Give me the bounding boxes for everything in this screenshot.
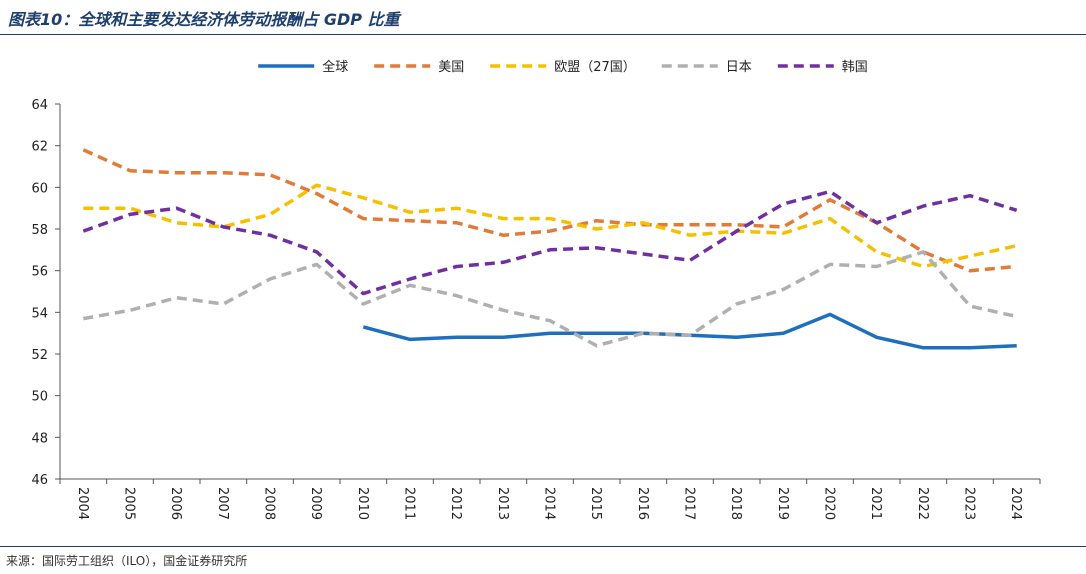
x-tick-label: 2012 bbox=[448, 487, 463, 520]
legend-label: 全球 bbox=[322, 59, 348, 75]
legend-item-0: 全球 bbox=[258, 59, 348, 75]
chart-legend: 全球 美国 欧盟（27国） 日本 韩国 bbox=[258, 59, 868, 75]
x-tick-label: 2006 bbox=[168, 487, 183, 520]
series-line-3 bbox=[82, 250, 1018, 348]
legend-label: 美国 bbox=[438, 60, 464, 75]
chart-series bbox=[82, 148, 1018, 350]
source-divider bbox=[0, 546, 1086, 547]
x-tick-label: 2007 bbox=[215, 487, 230, 520]
legend-item-4: 韩国 bbox=[777, 60, 868, 75]
x-tick-label: 2009 bbox=[308, 487, 323, 520]
x-tick-label: 2011 bbox=[401, 487, 416, 520]
legend-label: 欧盟（27国） bbox=[554, 60, 636, 75]
x-tick-label: 2004 bbox=[75, 487, 90, 520]
y-tick-label: 58 bbox=[31, 223, 48, 238]
x-tick-label: 2010 bbox=[355, 487, 370, 520]
y-tick-label: 60 bbox=[31, 181, 48, 196]
x-tick-label: 2022 bbox=[915, 487, 930, 520]
y-tick-label: 52 bbox=[31, 348, 48, 363]
y-tick-label: 62 bbox=[31, 140, 48, 155]
y-tick-label: 48 bbox=[31, 431, 48, 446]
legend-item-2: 欧盟（27国） bbox=[490, 60, 636, 75]
x-tick-label: 2005 bbox=[121, 487, 136, 520]
legend-label: 韩国 bbox=[842, 60, 868, 75]
series-line-1 bbox=[82, 148, 1017, 273]
x-tick-label: 2008 bbox=[261, 487, 276, 520]
x-tick-label: 2020 bbox=[821, 487, 836, 520]
y-tick-label: 46 bbox=[31, 473, 48, 488]
y-tick-label: 54 bbox=[31, 306, 48, 321]
series-line-0 bbox=[362, 312, 1017, 350]
y-tick-label: 56 bbox=[31, 265, 48, 280]
x-tick-label: 2024 bbox=[1008, 487, 1023, 520]
figure-source: 来源：国际劳工组织（ILO），国金证券研究所 bbox=[6, 554, 248, 568]
series-line-4 bbox=[82, 189, 1018, 296]
x-tick-label: 2017 bbox=[681, 487, 696, 520]
x-tick-label: 2016 bbox=[635, 487, 650, 520]
x-tick-label: 2013 bbox=[495, 487, 510, 520]
chart-axes: 46 48 50 52 54 56 58 60 62 64 2004 2005 2006 2007 2008… bbox=[31, 98, 1041, 520]
legend-item-1: 美国 bbox=[374, 60, 464, 75]
y-tick-label: 64 bbox=[31, 98, 48, 113]
x-tick-label: 2023 bbox=[961, 487, 976, 520]
x-tick-label: 2014 bbox=[541, 487, 556, 520]
title-divider bbox=[0, 34, 1086, 35]
figure-title: 图表10：全球和主要发达经济体劳动报酬占 GDP 比重 bbox=[8, 10, 400, 29]
series-line-2 bbox=[83, 183, 1018, 269]
legend-item-3: 日本 bbox=[661, 60, 752, 75]
x-tick-label: 2015 bbox=[588, 487, 603, 520]
y-tick-label: 50 bbox=[31, 390, 48, 405]
x-tick-label: 2019 bbox=[775, 487, 790, 520]
x-tick-label: 2021 bbox=[868, 487, 883, 520]
x-tick-label: 2018 bbox=[728, 487, 743, 520]
legend-label: 日本 bbox=[726, 60, 752, 75]
